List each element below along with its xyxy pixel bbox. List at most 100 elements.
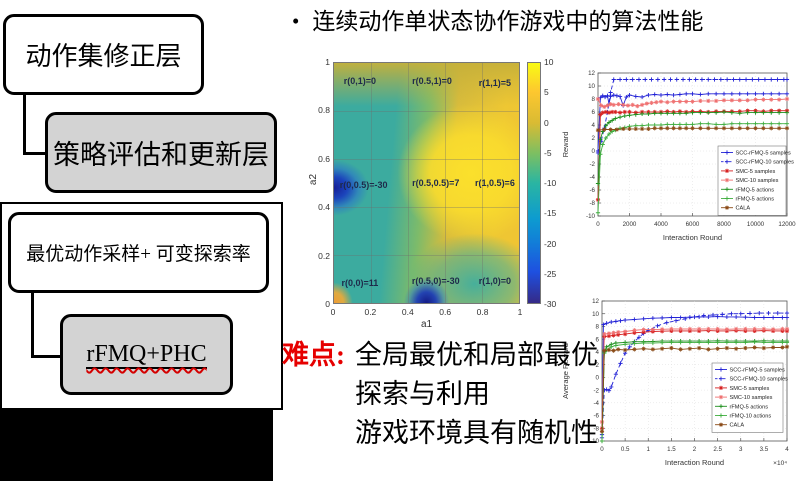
svg-text:-10: -10 — [590, 438, 600, 445]
heatmap-gridline — [371, 63, 372, 303]
colorbar-tick-label: -30 — [544, 299, 557, 309]
heatmap-xtick-label: 0 — [330, 307, 336, 317]
svg-text:SCC-rFMQ-5 samples: SCC-rFMQ-5 samples — [736, 151, 792, 157]
heatmap-colorbar — [527, 62, 541, 304]
svg-text:Interaction Round: Interaction Round — [663, 233, 722, 242]
colorbar-tick-label: -25 — [544, 268, 557, 279]
heatmap-annotation: r(1,0.5)=6 — [475, 178, 515, 188]
heatmap-annotation: r(0,0.5)=-30 — [339, 180, 388, 191]
connector-line — [31, 293, 63, 358]
svg-text:4: 4 — [596, 349, 600, 356]
chart-series — [595, 96, 790, 109]
heatmap-gridline — [445, 63, 446, 303]
svg-text:6: 6 — [596, 336, 600, 343]
chart-series — [599, 339, 790, 444]
svg-text:4000: 4000 — [654, 221, 668, 228]
heatmap-gridline — [334, 207, 519, 208]
svg-text:10: 10 — [588, 83, 595, 90]
colorbar-tick-label: 5 — [544, 87, 549, 98]
reward-chart: 0 2000 4000 6000 8000 10000 12000 -10 -8 -6 -4 -2 0 2… — [556, 56, 800, 258]
difficulty-label: 难点: — [282, 340, 345, 370]
svg-text:12: 12 — [592, 298, 599, 305]
svg-text:2000: 2000 — [623, 221, 637, 228]
heatmap-xtick-label: 1 — [517, 307, 523, 317]
svg-text:CALA: CALA — [730, 423, 745, 429]
chart-legend: SCC-rFMQ-5 samples SCC-rFMQ-10 samples SMC… — [717, 145, 795, 216]
line-chart-svg: 0 0.5 1 1.5 2 2.5 3 3.5 4 -10 -8 -6 -4 -2 0 2 4 6 8 10 12 Int… — [561, 298, 790, 467]
chart-series — [595, 109, 790, 186]
heatmap-annotation: r(0,0)=11 — [341, 277, 379, 288]
svg-text:CALA: CALA — [736, 206, 751, 212]
svg-text:6000: 6000 — [686, 221, 700, 228]
chart-series — [595, 77, 790, 156]
difficulty-item: 游戏环境具有随机性 — [355, 418, 598, 449]
colorbar-tick-label: 10 — [544, 57, 554, 67]
chart-series — [599, 344, 790, 434]
heatmap-ytick-label: 0 — [325, 299, 330, 309]
heatmap-annotation: r(1,1)=5 — [478, 78, 512, 89]
svg-text:-4: -4 — [589, 174, 595, 181]
flowchart-box-label: rFMQ+PHC — [86, 341, 207, 369]
svg-text:-6: -6 — [589, 187, 595, 194]
svg-text:SCC-rFMQ-10 samples: SCC-rFMQ-10 samples — [730, 377, 789, 383]
heatmap-figure: a2 r(0,1)=0 r(0.5,1)=0 r(1,1)=5 r(0,0.5)=-3… — [308, 56, 564, 332]
flowchart-box-label: 策略评估和更新层 — [53, 140, 269, 170]
svg-text:0: 0 — [596, 375, 600, 382]
heatmap-xtick-label: 0.2 — [364, 307, 377, 317]
heatmap-xlabel: a1 — [420, 319, 433, 330]
flowchart-box-rfmq-phc: rFMQ+PHC — [60, 314, 233, 395]
svg-text:rFMQ-5 actions: rFMQ-5 actions — [736, 197, 775, 203]
svg-text:Reward: Reward — [561, 132, 570, 158]
heatmap-ytick-label: 1 — [325, 57, 330, 67]
heatmap-ytick-label: 0.2 — [318, 250, 330, 261]
heatmap-plot: r(0,1)=0 r(0.5,1)=0 r(1,1)=5 r(0,0.5)=-30 r(… — [333, 62, 520, 304]
heatmap-ytick-label: 0.6 — [318, 153, 330, 164]
difficulty-block: 难点: 全局最优和局部最优 探索与利用 游戏环境具有随机性 — [282, 336, 598, 453]
svg-text:10000: 10000 — [747, 221, 765, 228]
svg-text:8: 8 — [592, 96, 596, 103]
svg-text:-8: -8 — [593, 425, 599, 432]
connector-line — [23, 95, 49, 155]
svg-text:10: 10 — [592, 311, 599, 318]
difficulty-items: 全局最优和局部最优 探索与利用 游戏环境具有随机性 — [355, 336, 598, 453]
svg-text:4: 4 — [592, 122, 596, 129]
svg-text:2: 2 — [596, 362, 600, 369]
svg-text:2: 2 — [592, 135, 596, 142]
svg-text:3.5: 3.5 — [760, 446, 769, 453]
svg-text:SMC-5 samples: SMC-5 samples — [736, 169, 776, 175]
svg-text:8000: 8000 — [717, 221, 731, 228]
colorbar-tick-label: -15 — [544, 208, 557, 219]
svg-text:SMC-5 samples: SMC-5 samples — [730, 386, 770, 392]
flowchart-box-action-set-correction: 动作集修正层 — [3, 14, 204, 95]
svg-text:3: 3 — [739, 446, 743, 453]
heatmap-annotation: r(0.5,1)=0 — [412, 76, 452, 86]
line-chart-svg: 0 2000 4000 6000 8000 10000 12000 -10 -8 -6 -4 -2 0 2… — [561, 70, 796, 242]
svg-text:rFMQ-10 actions: rFMQ-10 actions — [730, 414, 772, 420]
svg-text:0: 0 — [596, 221, 600, 228]
svg-text:SMC-10 samples: SMC-10 samples — [730, 395, 773, 401]
svg-text:0: 0 — [592, 148, 596, 155]
bullet-icon: • — [292, 9, 300, 33]
chart-legend: SCC-rFMQ-5 samples SCC-rFMQ-10 samples SMC… — [711, 362, 789, 433]
heatmap-xtick-label: 0.8 — [476, 307, 489, 317]
colorbar-tick-label: -5 — [544, 147, 552, 158]
svg-text:rFMQ-5 actions: rFMQ-5 actions — [736, 187, 775, 193]
svg-text:2: 2 — [693, 446, 697, 453]
heatmap-annotation: r(0.5,0)=-30 — [411, 276, 460, 287]
heatmap-gridline — [334, 255, 519, 256]
svg-text:6: 6 — [592, 109, 596, 116]
chart-series — [595, 126, 790, 133]
svg-text:×10⁴: ×10⁴ — [773, 460, 787, 467]
average-reward-chart: 0 0.5 1 1.5 2 2.5 3 3.5 4 -10 -8 -6 -4 -2 0 2 4 6 8 10 12 Int… — [556, 281, 800, 489]
page-title: • 连续动作单状态协作游戏中的算法性能 — [292, 7, 797, 37]
heatmap-ylabel: a2 — [308, 173, 320, 186]
flowchart-box-policy-eval-update: 策略评估和更新层 — [45, 112, 277, 193]
colorbar-tick-label: -20 — [544, 238, 557, 249]
svg-text:-4: -4 — [593, 400, 599, 407]
chart-series — [599, 326, 790, 425]
heatmap-xtick-label: 0.4 — [401, 307, 414, 317]
svg-text:SCC-rFMQ-10 samples: SCC-rFMQ-10 samples — [736, 160, 795, 166]
flowchart-box-label: 最优动作采样+ 可变探索率 — [26, 244, 251, 265]
chart-series — [599, 314, 790, 437]
